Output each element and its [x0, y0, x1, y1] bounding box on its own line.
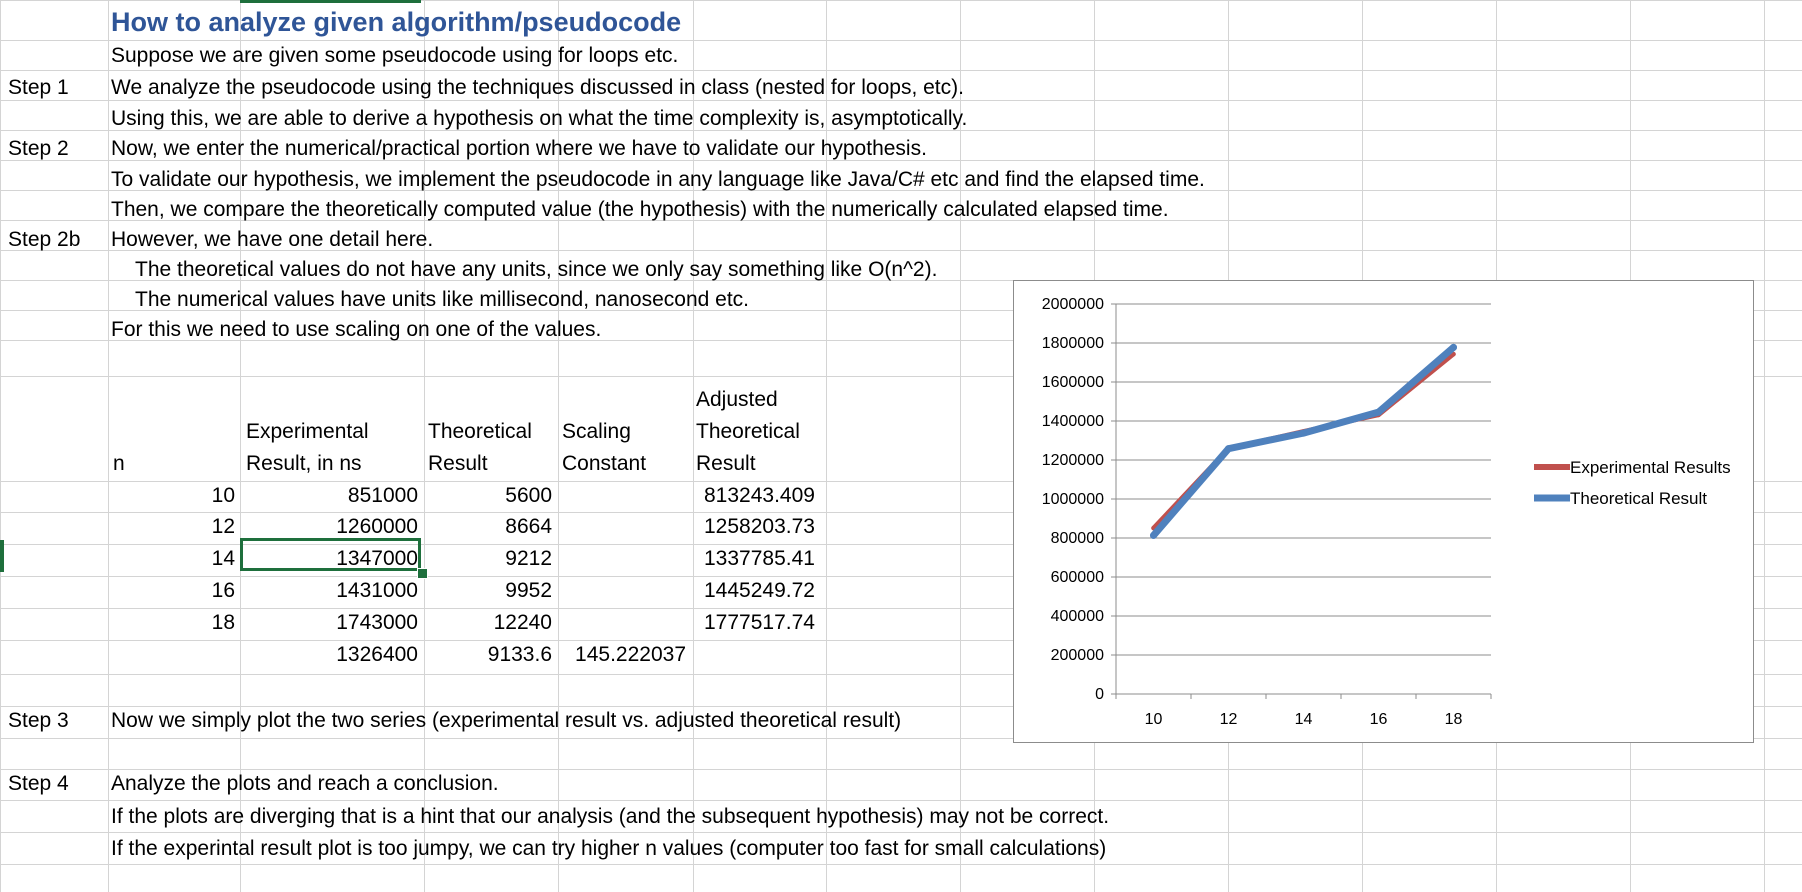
- y-tick-label: 1600000: [1042, 374, 1104, 391]
- cell-theo-10[interactable]: 5600: [505, 484, 552, 507]
- cell-exp-average[interactable]: 1326400: [336, 643, 418, 666]
- cell-n-18[interactable]: 18: [211, 611, 235, 634]
- header-n[interactable]: n: [113, 452, 125, 475]
- series-line-theoretical: [1150, 343, 1457, 539]
- legend-label-experimental: Experimental Results: [1570, 458, 1731, 477]
- data-point-theoretical: [1150, 531, 1157, 539]
- line-chart[interactable]: 0 200000 400000 600000 800000 1000000 1200000 1…: [1013, 280, 1754, 743]
- cell-theo-average[interactable]: 9133.6: [487, 643, 552, 666]
- cell-adj-14[interactable]: 1337785.41: [704, 547, 815, 570]
- text-line-5[interactable]: Now, we enter the numerical/practical po…: [111, 137, 927, 160]
- data-point-theoretical: [1450, 343, 1457, 351]
- x-tick-label: 12: [1220, 711, 1238, 728]
- header-scaling-line-2[interactable]: Constant: [562, 452, 647, 475]
- y-tick-label: 600000: [1051, 569, 1104, 586]
- cell-theo-16[interactable]: 9952: [505, 579, 552, 602]
- y-tick-label: 200000: [1051, 647, 1104, 664]
- text-line-4[interactable]: Using this, we are able to derive a hypo…: [111, 107, 968, 130]
- sheet-title[interactable]: How to analyze given algorithm/pseudocod…: [111, 7, 682, 37]
- cell-n-16[interactable]: 16: [211, 579, 235, 602]
- step-3-label[interactable]: Step 3: [8, 709, 69, 732]
- cell-adj-18[interactable]: 1777517.74: [704, 611, 815, 634]
- header-experimental-line-1[interactable]: Experimental: [246, 420, 369, 443]
- text-line-9[interactable]: The theoretical values do not have any u…: [135, 258, 938, 281]
- data-point-theoretical: [1225, 445, 1232, 453]
- step-2-label[interactable]: Step 2: [8, 137, 69, 160]
- text-line-2[interactable]: Suppose we are given some pseudocode usi…: [111, 44, 679, 67]
- selected-cell-outline: [240, 538, 421, 571]
- x-tick-label: 10: [1145, 711, 1163, 728]
- step-1-label[interactable]: Step 1: [8, 76, 69, 99]
- active-row-indicator: [0, 540, 4, 572]
- cell-n-14[interactable]: 14: [211, 547, 235, 570]
- legend-label-theoretical: Theoretical Result: [1570, 489, 1707, 508]
- cell-n-12[interactable]: 12: [211, 515, 235, 538]
- active-column-indicator: [240, 0, 421, 3]
- x-tick-label: 16: [1370, 711, 1388, 728]
- cell-exp-16[interactable]: 1431000: [336, 579, 418, 602]
- y-tick-label: 400000: [1051, 608, 1104, 625]
- y-tick-label: 1000000: [1042, 491, 1104, 508]
- text-line-6[interactable]: To validate our hypothesis, we implement…: [111, 168, 1205, 191]
- cell-scaling-constant[interactable]: 145.222037: [575, 643, 686, 666]
- series-line-experimental: [1151, 351, 1456, 531]
- cell-theo-12[interactable]: 8664: [505, 515, 552, 538]
- x-tick-label: 18: [1445, 711, 1463, 728]
- text-line-10[interactable]: The numerical values have units like mil…: [135, 288, 749, 311]
- y-tick-label: 1800000: [1042, 335, 1104, 352]
- cell-theo-14[interactable]: 9212: [505, 547, 552, 570]
- x-tick-label: 14: [1295, 711, 1313, 728]
- text-line-26[interactable]: If the experintal result plot is too jum…: [111, 837, 1107, 860]
- cell-n-10[interactable]: 10: [211, 484, 235, 507]
- data-point-theoretical: [1375, 408, 1382, 416]
- cell-exp-14-selected[interactable]: 1347000: [336, 547, 418, 570]
- header-scaling-line-1[interactable]: Scaling: [562, 420, 631, 443]
- text-line-24[interactable]: Analyze the plots and reach a conclusion…: [111, 772, 499, 795]
- header-theoretical-line-2[interactable]: Result: [428, 452, 488, 475]
- text-line-22[interactable]: Now we simply plot the two series (exper…: [111, 709, 902, 732]
- header-theoretical-line-1[interactable]: Theoretical: [428, 420, 532, 443]
- cell-adj-16[interactable]: 1445249.72: [704, 579, 815, 602]
- step-2b-label[interactable]: Step 2b: [8, 228, 81, 251]
- y-tick-label: 0: [1095, 686, 1104, 703]
- text-line-3[interactable]: We analyze the pseudocode using the tech…: [111, 76, 964, 99]
- y-tick-label: 800000: [1051, 530, 1104, 547]
- cell-exp-10[interactable]: 851000: [347, 484, 418, 507]
- header-experimental-line-2[interactable]: Result, in ns: [246, 452, 362, 475]
- cell-exp-18[interactable]: 1743000: [336, 611, 418, 634]
- header-adjusted-line-3[interactable]: Result: [696, 452, 756, 475]
- text-line-11[interactable]: For this we need to use scaling on one o…: [111, 318, 602, 341]
- cell-theo-18[interactable]: 12240: [493, 611, 552, 634]
- cell-adj-10[interactable]: 813243.409: [704, 484, 815, 507]
- header-adjusted-line-2[interactable]: Theoretical: [696, 420, 800, 443]
- y-tick-label: 1400000: [1042, 413, 1104, 430]
- step-4-label[interactable]: Step 4: [8, 772, 69, 795]
- data-point-theoretical: [1300, 429, 1307, 437]
- header-adjusted-line-1[interactable]: Adjusted: [696, 388, 778, 411]
- data-point-experimental: [1451, 351, 1456, 357]
- fill-handle[interactable]: [417, 568, 428, 579]
- y-tick-label: 2000000: [1042, 296, 1104, 313]
- text-line-7[interactable]: Then, we compare the theoretically compu…: [111, 198, 1169, 221]
- text-line-25[interactable]: If the plots are diverging that is a hin…: [111, 805, 1110, 828]
- cell-exp-12[interactable]: 1260000: [336, 515, 418, 538]
- text-line-8[interactable]: However, we have one detail here.: [111, 228, 434, 251]
- cell-adj-12[interactable]: 1258203.73: [704, 515, 815, 538]
- line-chart-svg: 0 200000 400000 600000 800000 1000000 1200000 1…: [1042, 296, 1731, 728]
- y-tick-label: 1200000: [1042, 452, 1104, 469]
